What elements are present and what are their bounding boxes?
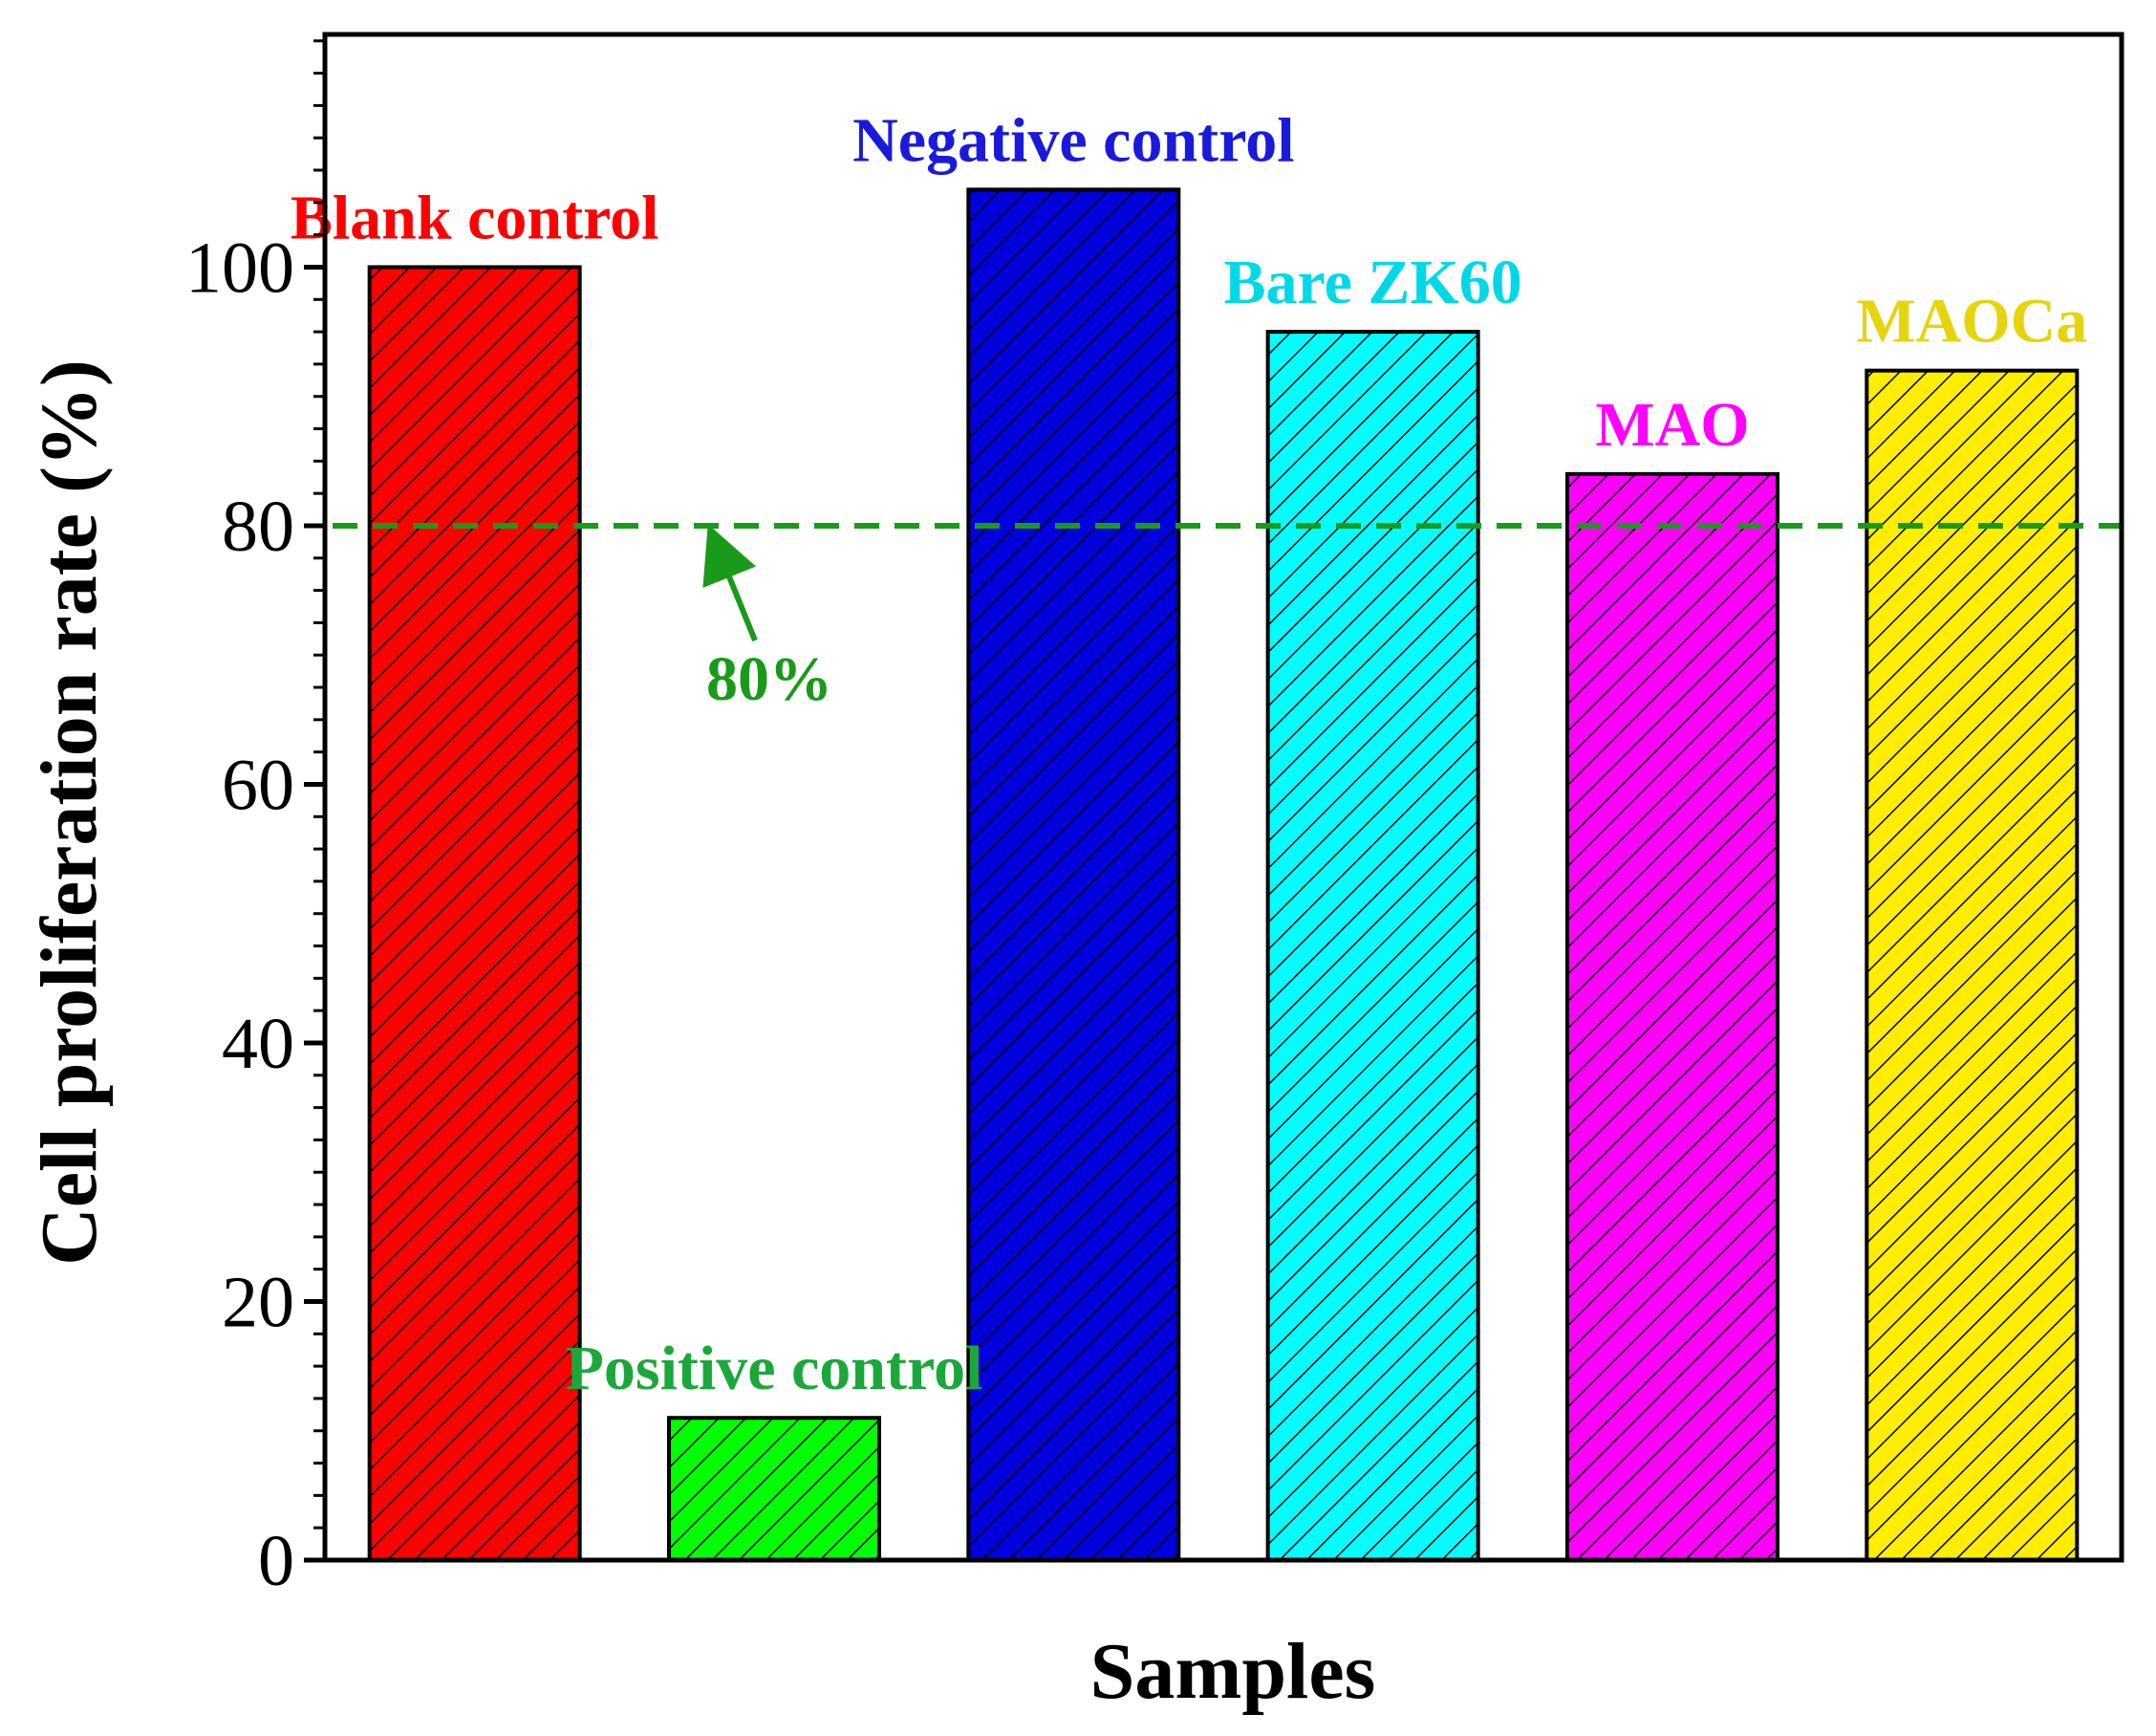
bar-hatch-bare-zk60 — [1265, 330, 1480, 1563]
bar-hatch-positive-control — [667, 1416, 881, 1562]
bar-label-negative-control: Negative control — [852, 105, 1294, 175]
y-tick-label-0: 0 — [258, 1521, 294, 1601]
bar-label-blank-control: Blank control — [291, 183, 659, 252]
y-tick-label-80: 80 — [222, 487, 294, 567]
y-tick-label-60: 60 — [222, 745, 294, 825]
y-tick-label-20: 20 — [222, 1262, 294, 1342]
y-axis-tick-labels: 0 20 40 60 80 100 — [185, 228, 294, 1601]
y-tick-label-100: 100 — [185, 228, 294, 308]
bar-labels-layer: Blank control Positive control Negative co… — [291, 105, 2087, 1403]
plot-frame — [322, 32, 2124, 1563]
bar-hatch-maoca — [1865, 368, 2080, 1562]
bar-label-maoca: MAOCa — [1856, 287, 2087, 357]
bar-hatch-mao — [1565, 471, 1779, 1563]
x-axis-title: Samples — [1090, 1627, 1376, 1716]
bar-hatch-negative-control — [966, 187, 1181, 1563]
bar-label-mao: MAO — [1595, 390, 1749, 460]
bar-label-bare-zk60: Bare ZK60 — [1224, 248, 1522, 317]
y-tick-label-40: 40 — [222, 1004, 294, 1084]
bars-layer — [367, 187, 2080, 1563]
reference-label: 80% — [706, 644, 832, 714]
reference-arrow — [702, 524, 758, 642]
bar-label-positive-control: Positive control — [566, 1334, 983, 1403]
y-axis-ticks — [304, 39, 325, 1563]
bar-hatch-blank-control — [367, 265, 582, 1562]
y-axis-title: Cell proliferation rate (%) — [25, 359, 114, 1266]
